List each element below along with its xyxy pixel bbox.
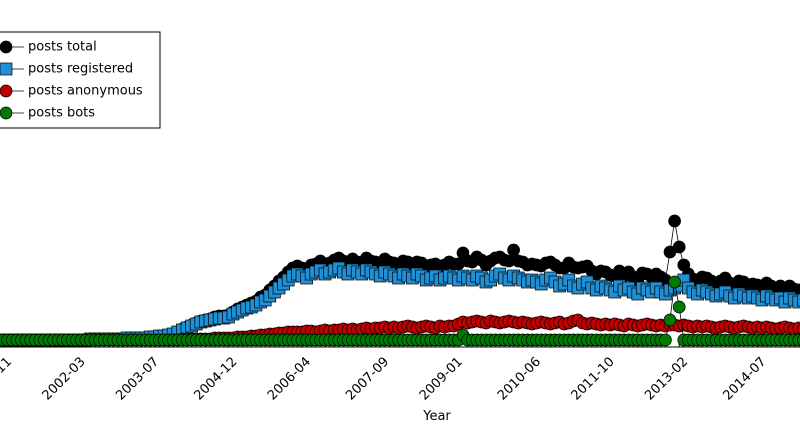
x-axis-label: Year bbox=[422, 409, 451, 424]
x-tick-label: 2007-09 bbox=[343, 354, 392, 403]
data-point bbox=[797, 334, 800, 346]
x-tick-label: 2002-03 bbox=[40, 354, 89, 403]
data-point bbox=[797, 293, 800, 307]
legend-marker bbox=[0, 62, 13, 76]
x-tick-label: 2004-12 bbox=[191, 354, 240, 403]
legend-label: posts anonymous bbox=[28, 84, 143, 99]
x-tick-label: 2003-07 bbox=[113, 354, 162, 403]
data-point bbox=[672, 240, 686, 254]
x-tick-label: 2006-04 bbox=[265, 354, 314, 403]
legend-label: posts total bbox=[28, 40, 97, 55]
data-point bbox=[672, 300, 686, 314]
data-point bbox=[507, 243, 520, 257]
x-tick-label: 2014-07 bbox=[720, 354, 769, 403]
data-point bbox=[668, 214, 681, 228]
x-tick-label: 2010-06 bbox=[495, 354, 544, 403]
legend-marker bbox=[0, 84, 13, 98]
x-tick-label: 2011-10 bbox=[569, 354, 618, 403]
x-tick-label: 2009-01 bbox=[417, 354, 466, 403]
legend-box bbox=[0, 31, 161, 129]
data-point bbox=[663, 313, 677, 327]
legend-label: posts bots bbox=[28, 106, 95, 121]
data-point bbox=[797, 283, 800, 295]
legend-marker bbox=[0, 40, 13, 54]
data-point bbox=[797, 323, 800, 335]
data-point bbox=[659, 333, 672, 347]
series-markers bbox=[0, 275, 800, 347]
legend: posts total posts registered posts anonymo… bbox=[0, 31, 161, 129]
x-tick-label: 2013-02 bbox=[642, 354, 691, 403]
legend-label: posts registered bbox=[28, 62, 133, 77]
data-point bbox=[668, 275, 681, 289]
legend-marker bbox=[0, 106, 13, 120]
x-tick-label: 2000-11 bbox=[0, 354, 15, 403]
